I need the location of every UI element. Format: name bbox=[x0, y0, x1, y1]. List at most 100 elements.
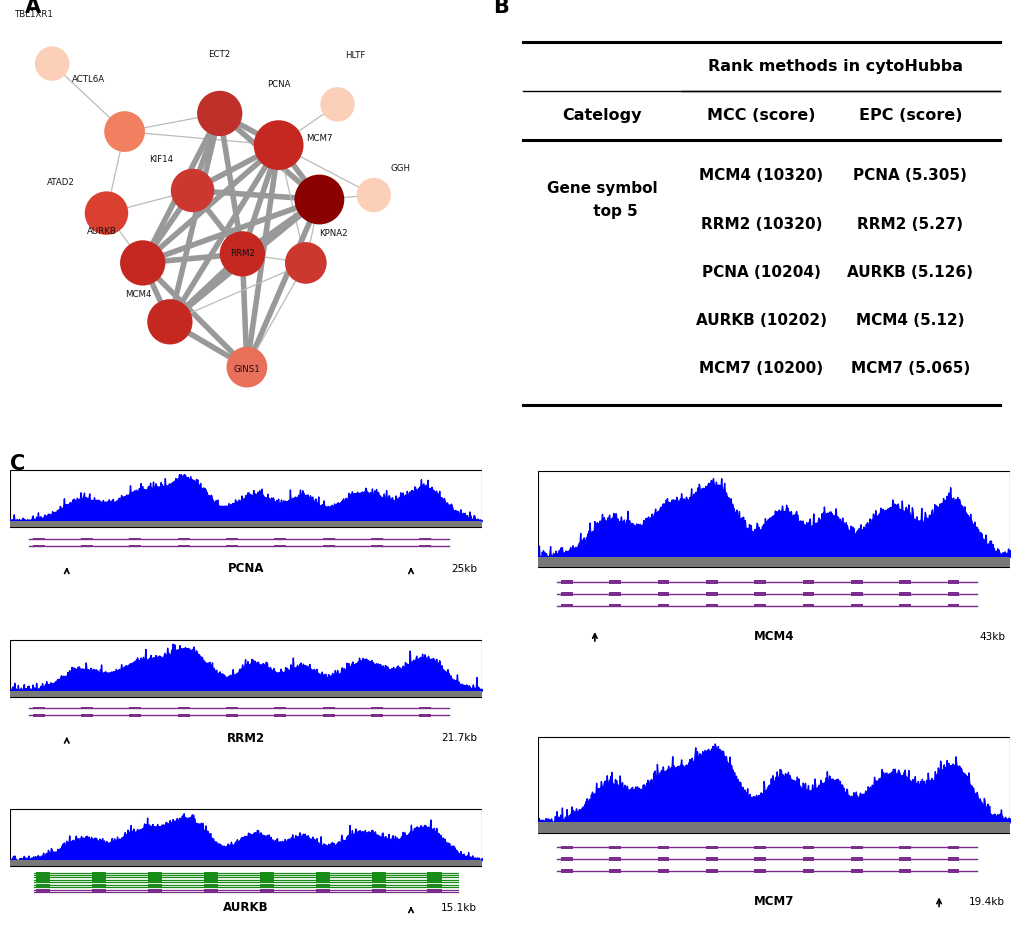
Bar bbox=[947, 604, 959, 607]
Bar bbox=[419, 714, 431, 717]
Bar bbox=[850, 845, 862, 849]
Text: MCM7: MCM7 bbox=[306, 134, 332, 143]
Bar bbox=[427, 891, 441, 893]
Circle shape bbox=[226, 346, 267, 387]
Bar bbox=[204, 883, 218, 886]
Bar bbox=[92, 871, 106, 874]
Circle shape bbox=[294, 175, 344, 224]
Bar bbox=[427, 879, 441, 881]
Bar bbox=[705, 581, 717, 583]
Bar bbox=[226, 714, 237, 717]
Bar bbox=[371, 707, 382, 709]
Bar bbox=[850, 870, 862, 872]
Bar bbox=[371, 538, 382, 540]
Text: RRM2 (5.27): RRM2 (5.27) bbox=[857, 217, 962, 232]
Circle shape bbox=[219, 232, 265, 277]
Bar bbox=[10, 521, 481, 528]
Bar bbox=[427, 883, 441, 886]
Bar bbox=[608, 845, 621, 849]
Text: Catelogy: Catelogy bbox=[561, 107, 641, 123]
Bar bbox=[204, 886, 218, 888]
Text: TBL1XR1: TBL1XR1 bbox=[14, 10, 53, 19]
Circle shape bbox=[284, 242, 326, 283]
Bar bbox=[560, 592, 572, 595]
Bar bbox=[371, 876, 385, 879]
Circle shape bbox=[254, 120, 304, 170]
Bar bbox=[657, 870, 668, 872]
Bar bbox=[204, 876, 218, 879]
Text: AURKB: AURKB bbox=[223, 901, 268, 914]
Bar bbox=[850, 604, 862, 607]
Bar bbox=[148, 891, 162, 893]
Bar bbox=[427, 889, 441, 891]
Text: HLTF: HLTF bbox=[345, 51, 366, 60]
Bar bbox=[322, 707, 334, 709]
Bar bbox=[260, 874, 274, 876]
Bar bbox=[608, 870, 621, 872]
Text: B: B bbox=[492, 0, 508, 17]
Text: MCM4: MCM4 bbox=[124, 290, 151, 299]
Bar bbox=[802, 870, 813, 872]
Bar bbox=[322, 714, 334, 717]
Bar bbox=[947, 592, 959, 595]
Bar bbox=[705, 604, 717, 607]
Bar bbox=[129, 538, 142, 540]
Bar bbox=[947, 857, 959, 861]
Text: PCNA: PCNA bbox=[227, 562, 264, 575]
Bar bbox=[371, 714, 382, 717]
Bar bbox=[427, 874, 441, 876]
Bar bbox=[802, 845, 813, 849]
Bar bbox=[802, 604, 813, 607]
Bar bbox=[204, 871, 218, 874]
Bar bbox=[92, 891, 106, 893]
Bar bbox=[371, 879, 385, 881]
Bar bbox=[148, 876, 162, 879]
Bar bbox=[538, 822, 1009, 832]
Bar bbox=[148, 874, 162, 876]
Bar bbox=[129, 544, 142, 547]
Text: Gene symbol
     top 5: Gene symbol top 5 bbox=[546, 181, 657, 219]
Text: ACTL6A: ACTL6A bbox=[71, 75, 105, 84]
Bar bbox=[705, 870, 717, 872]
Bar bbox=[371, 882, 385, 883]
Bar bbox=[419, 707, 431, 709]
Bar bbox=[705, 845, 717, 849]
Bar bbox=[419, 538, 431, 540]
Bar bbox=[560, 845, 572, 849]
Bar bbox=[204, 891, 218, 893]
Bar bbox=[802, 592, 813, 595]
Bar bbox=[260, 871, 274, 874]
Bar bbox=[36, 889, 50, 891]
Bar bbox=[657, 857, 668, 861]
Bar bbox=[148, 879, 162, 881]
Bar bbox=[538, 557, 1009, 568]
Circle shape bbox=[320, 87, 355, 121]
Bar bbox=[148, 886, 162, 888]
Bar bbox=[36, 891, 50, 893]
Bar bbox=[10, 640, 481, 697]
Bar bbox=[92, 886, 106, 888]
Bar bbox=[82, 714, 93, 717]
Bar bbox=[657, 845, 668, 849]
Bar bbox=[899, 581, 910, 583]
Bar bbox=[226, 538, 237, 540]
Bar bbox=[92, 874, 106, 876]
Bar bbox=[92, 882, 106, 883]
Bar bbox=[260, 891, 274, 893]
Bar bbox=[82, 538, 93, 540]
Bar bbox=[274, 707, 286, 709]
Bar bbox=[322, 538, 334, 540]
Bar bbox=[36, 871, 50, 874]
Text: RRM2: RRM2 bbox=[229, 249, 255, 258]
Circle shape bbox=[35, 46, 69, 81]
Text: 25kb: 25kb bbox=[450, 564, 477, 574]
Bar bbox=[177, 714, 190, 717]
Bar bbox=[753, 845, 765, 849]
Bar bbox=[204, 874, 218, 876]
Bar bbox=[260, 886, 274, 888]
Bar bbox=[560, 604, 572, 607]
Bar bbox=[92, 889, 106, 891]
Circle shape bbox=[197, 91, 243, 136]
Bar bbox=[371, 544, 382, 547]
Circle shape bbox=[170, 169, 214, 212]
